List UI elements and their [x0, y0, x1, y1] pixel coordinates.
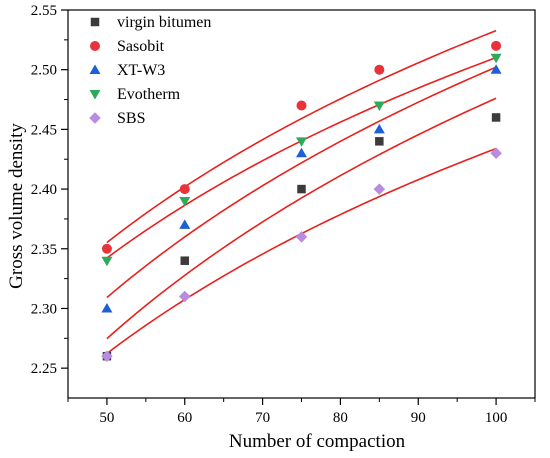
legend-marker: [90, 41, 100, 51]
data-point: [179, 197, 191, 207]
x-tick-label: 60: [177, 410, 192, 426]
data-point: [297, 184, 306, 194]
y-tick-label: 2.30: [31, 301, 57, 317]
data-point: [373, 101, 385, 112]
fit-curve: [106, 97, 497, 340]
fit-curve: [106, 29, 497, 244]
data-points: [101, 40, 502, 362]
fit-lines: [106, 29, 497, 355]
legend-marker: [89, 64, 101, 74]
data-point: [101, 350, 113, 362]
legend-label: Sasobit: [117, 38, 165, 55]
x-tick-label: 70: [255, 410, 270, 426]
data-point: [296, 100, 307, 111]
data-point: [491, 113, 501, 122]
y-tick-label: 2.55: [31, 3, 57, 19]
data-point: [490, 64, 502, 74]
legend-label: XT-W3: [117, 62, 165, 79]
data-point: [296, 137, 307, 147]
x-tick-label: 90: [411, 410, 426, 426]
data-point: [490, 53, 502, 64]
data-point: [179, 290, 191, 303]
data-point: [491, 40, 502, 51]
y-tick-label: 2.50: [31, 63, 57, 79]
data-point: [373, 123, 385, 134]
x-axis-title: Number of compaction: [229, 431, 406, 452]
data-point: [101, 256, 113, 267]
legend-marker: [89, 112, 101, 124]
y-axis-ticks: 2.25 2.30 2.35 2.40 2.45 2.50 2.55: [31, 3, 68, 377]
legend-marker: [89, 90, 101, 100]
x-axis-ticks: 50 60 70 80 90 100: [67, 398, 536, 426]
x-tick-label: 100: [485, 410, 508, 426]
fit-curve: [106, 66, 497, 299]
data-point: [179, 219, 191, 229]
y-tick-label: 2.35: [31, 242, 57, 258]
data-point: [374, 64, 385, 75]
x-tick-label: 50: [99, 410, 114, 426]
data-point: [375, 137, 384, 146]
data-point: [296, 147, 307, 158]
data-point: [295, 231, 308, 243]
data-point: [179, 184, 190, 195]
y-tick-label: 2.40: [31, 182, 57, 198]
x-tick-label: 80: [333, 410, 348, 426]
data-point: [101, 243, 112, 254]
y-axis-title: Gross volume density: [6, 123, 27, 289]
legend-marker: [90, 17, 100, 27]
y-tick-label: 2.45: [31, 122, 57, 138]
y-tick-label: 2.25: [31, 361, 57, 377]
legend-label: virgin bitumen: [117, 14, 211, 31]
data-point: [180, 256, 189, 265]
legend: virgin bitumen Sasobit XT-W3 Evotherm SBS: [89, 14, 211, 127]
data-point: [373, 183, 386, 195]
data-point: [490, 147, 502, 160]
data-point: [101, 302, 113, 313]
legend-label: Evotherm: [117, 86, 181, 103]
legend-label: SBS: [117, 110, 145, 127]
